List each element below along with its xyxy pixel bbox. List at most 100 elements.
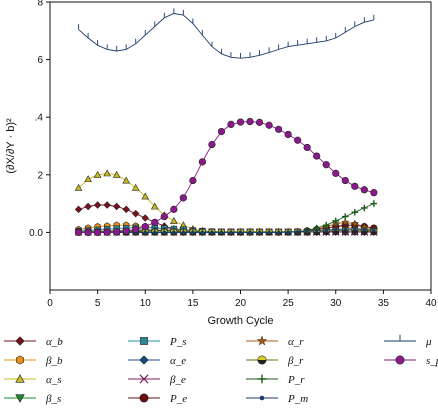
data-point — [170, 205, 178, 213]
legend-label: P_s — [169, 336, 187, 348]
legend-item: β_s — [4, 393, 61, 405]
data-point — [141, 214, 149, 222]
data-point — [343, 227, 348, 231]
y-tick-label: 8 — [37, 0, 43, 9]
data-point — [103, 169, 111, 177]
data-point — [103, 201, 111, 209]
data-point — [305, 229, 309, 234]
data-point — [152, 230, 157, 235]
legend-marker — [139, 393, 149, 403]
data-point — [103, 228, 111, 236]
legend-label: β_e — [169, 374, 186, 386]
data-point — [179, 194, 187, 202]
x-axis-label: Growth Cycle — [207, 315, 273, 327]
data-point — [275, 125, 283, 133]
legend-item: β_r — [246, 355, 304, 367]
data-point — [352, 227, 357, 231]
legend-item: μ — [384, 334, 432, 348]
data-point — [74, 205, 83, 214]
series-12 — [78, 8, 375, 59]
data-point — [132, 209, 140, 218]
data-point — [236, 118, 245, 126]
data-point — [93, 170, 102, 178]
data-point — [227, 120, 235, 128]
legend-marker — [257, 355, 267, 365]
data-point — [246, 117, 254, 126]
data-point — [84, 228, 92, 236]
legend-label: α_s — [46, 374, 62, 386]
data-point — [74, 183, 83, 191]
data-point — [200, 230, 205, 235]
y-tick-label: 6 — [37, 55, 43, 66]
legend-item: α_b — [4, 336, 63, 348]
data-point — [208, 140, 216, 149]
x-tick-label: 15 — [187, 298, 199, 309]
data-point — [370, 200, 378, 207]
legend-marker — [15, 336, 25, 346]
data-point — [295, 230, 300, 234]
y-tick-label: 2 — [37, 170, 43, 181]
data-point — [351, 182, 359, 190]
plot-area — [74, 8, 379, 236]
data-point — [191, 230, 195, 235]
data-point — [162, 230, 167, 235]
y-tick-label: .4 — [35, 113, 44, 124]
data-point — [267, 230, 271, 235]
x-tick-label: 20 — [235, 298, 247, 309]
legend-label: P_m — [287, 393, 308, 405]
data-point — [332, 169, 340, 177]
data-point — [131, 183, 140, 191]
data-point — [141, 223, 149, 231]
legend-marker — [15, 394, 25, 403]
legend-label: β_r — [287, 355, 304, 367]
legend-label: s_p — [426, 355, 438, 367]
legend-item: α_s — [4, 374, 62, 386]
data-point — [286, 230, 290, 234]
y-axis-label: (∂X/∂Y · b)² — [5, 118, 17, 174]
data-point — [122, 205, 130, 214]
data-point — [160, 212, 168, 221]
data-point — [132, 225, 140, 234]
data-point — [219, 230, 224, 235]
data-point — [333, 227, 338, 232]
data-point — [351, 208, 359, 216]
data-point — [341, 176, 349, 185]
series-13 — [74, 117, 378, 236]
data-point — [229, 230, 233, 235]
axes: 0 5 10 15 20 25 30 35 40 0.0 2 .4 6 8 Growth Cycle (∂X/… — [5, 0, 437, 327]
legend-item: β_e — [128, 374, 186, 386]
data-point — [314, 228, 319, 233]
data-point — [74, 228, 83, 236]
y-tick-label: 0.0 — [29, 228, 43, 239]
data-point — [341, 213, 349, 220]
x-tick-label: 10 — [140, 298, 152, 309]
data-point — [303, 143, 311, 152]
data-point — [217, 128, 226, 136]
data-point — [94, 228, 102, 236]
data-point — [84, 202, 92, 211]
data-point — [284, 130, 292, 139]
data-point — [322, 161, 330, 169]
data-point — [276, 230, 281, 235]
data-point — [361, 204, 368, 212]
legend-label: β_s — [45, 393, 61, 405]
data-point — [189, 176, 197, 185]
data-point — [181, 230, 186, 235]
legend-marker — [16, 355, 24, 365]
legend-item: P_s — [128, 336, 187, 348]
legend-marker — [257, 374, 267, 384]
data-point — [257, 230, 262, 235]
data-point — [322, 221, 330, 229]
legend-label: β_b — [45, 355, 63, 367]
legend-marker — [259, 395, 265, 401]
legend-marker — [395, 355, 405, 365]
data-point — [84, 175, 92, 183]
data-point — [265, 121, 273, 129]
x-tick-label: 35 — [378, 298, 390, 309]
data-point — [113, 228, 121, 236]
data-point — [255, 118, 264, 126]
data-point — [112, 202, 121, 211]
legend-item: P_m — [246, 393, 308, 405]
data-point — [238, 230, 243, 235]
